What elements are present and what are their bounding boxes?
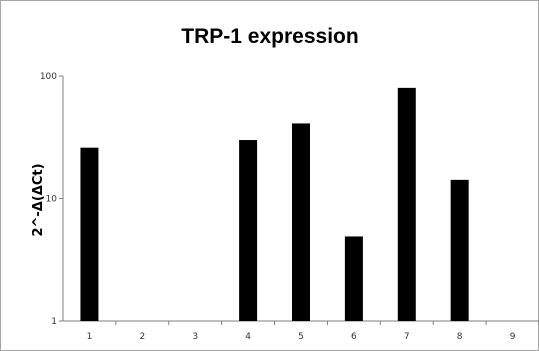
x-tick-label: 2 xyxy=(139,332,145,342)
bar-4 xyxy=(239,140,258,321)
y-tick-label: 1 xyxy=(51,317,57,327)
x-tick-label: 6 xyxy=(351,332,357,342)
y-axis-label: 2^-Δ(ΔCt) xyxy=(31,163,46,236)
bar-7 xyxy=(397,87,416,321)
x-tick-label: 9 xyxy=(510,332,516,342)
x-tick-label: 1 xyxy=(87,332,93,342)
x-tick-label: 3 xyxy=(192,332,198,342)
x-tick-label: 4 xyxy=(245,332,251,342)
bar-8 xyxy=(450,179,469,321)
x-tick-label: 7 xyxy=(404,332,410,342)
x-tick-label: 8 xyxy=(457,332,463,342)
bar-1 xyxy=(80,147,99,321)
chart-title: TRP-1 expression xyxy=(181,25,358,48)
y-tick-label: 10 xyxy=(46,195,58,205)
y-tick-label: 100 xyxy=(40,72,57,82)
x-tick-label: 5 xyxy=(298,332,304,342)
bar-6 xyxy=(344,236,363,321)
plot-area: 1 10 100 1 2 3 4 5 6 7 8 9 xyxy=(40,72,539,342)
bar-5 xyxy=(292,123,310,321)
